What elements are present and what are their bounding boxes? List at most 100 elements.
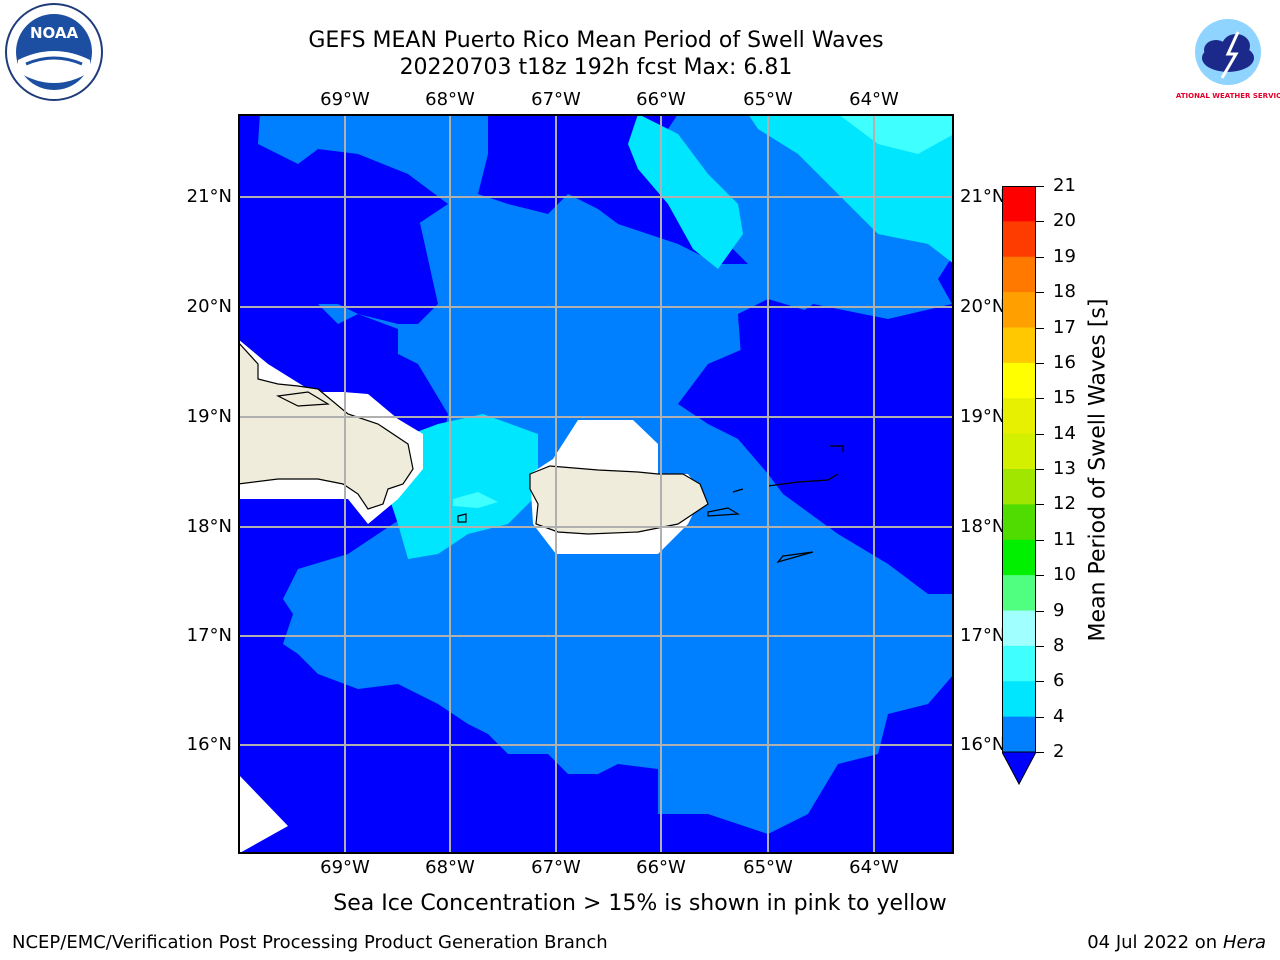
lon-label-bottom: 64°W bbox=[849, 857, 899, 878]
colorbar-tick-label: 12 bbox=[1053, 493, 1076, 515]
lon-label-top: 65°W bbox=[743, 89, 793, 110]
lat-label-right: 16°N bbox=[960, 734, 1006, 755]
lat-label-left: 21°N bbox=[186, 186, 232, 207]
lat-label-left: 18°N bbox=[186, 516, 232, 537]
colorbar-tick-mark bbox=[1036, 504, 1044, 506]
colorbar-segment bbox=[1002, 256, 1036, 293]
colorbar-segment bbox=[1002, 610, 1036, 647]
lon-label-top: 64°W bbox=[849, 89, 899, 110]
colorbar-segment bbox=[1002, 645, 1036, 682]
colorbar-label: Mean Period of Swell Waves [s] bbox=[1085, 298, 1111, 642]
puerto-rico-land bbox=[529, 465, 709, 535]
lon-label-bottom: 67°W bbox=[531, 857, 581, 878]
colorbar-segment bbox=[1002, 221, 1036, 258]
colorbar-tick-label: 11 bbox=[1053, 528, 1076, 550]
colorbar-tick-mark bbox=[1036, 539, 1044, 541]
colorbar-tick-mark bbox=[1036, 610, 1044, 612]
swell-period-band-6-8 bbox=[388, 414, 538, 559]
lat-label-right: 20°N bbox=[960, 296, 1006, 317]
colorbar-tick-label: 15 bbox=[1053, 387, 1076, 409]
lat-label-left: 20°N bbox=[186, 296, 232, 317]
no-data-area bbox=[238, 774, 288, 854]
colorbar-tick-mark bbox=[1036, 645, 1044, 647]
colorbar-tick-mark bbox=[1036, 256, 1044, 258]
lon-label-bottom: 69°W bbox=[320, 857, 370, 878]
colorbar-tick-label: 13 bbox=[1053, 458, 1076, 479]
hispaniola-land bbox=[238, 341, 414, 510]
colorbar-segment bbox=[1002, 575, 1036, 611]
colorbar-tick-label: 17 bbox=[1053, 316, 1076, 338]
colorbar-tick-mark bbox=[1036, 681, 1044, 683]
lon-label-top: 69°W bbox=[320, 89, 370, 110]
colorbar-segment bbox=[1002, 398, 1036, 435]
colorbar-tick-label: 14 bbox=[1053, 422, 1076, 444]
colorbar-extension bbox=[1002, 751, 1036, 786]
swell-period-band-6-8 bbox=[838, 114, 954, 154]
colorbar-tick-mark bbox=[1036, 292, 1044, 294]
swell-period-map bbox=[238, 114, 954, 854]
nws-logo: NATIONAL WEATHER SERVICE bbox=[1176, 5, 1280, 100]
colorbar-segment bbox=[1002, 716, 1036, 753]
noaa-logo-text: NOAA bbox=[30, 24, 79, 42]
lon-label-top: 68°W bbox=[425, 89, 475, 110]
lat-label-left: 16°N bbox=[186, 734, 232, 755]
swell-period-band-6-8 bbox=[453, 492, 498, 508]
hispaniola-land bbox=[275, 391, 330, 407]
colorbar-tick-label: 20 bbox=[1053, 210, 1076, 232]
noaa-logo: NOAA bbox=[5, 3, 103, 101]
colorbar-segment bbox=[1002, 504, 1036, 541]
lat-label-left: 19°N bbox=[186, 406, 232, 427]
colorbar-tick-label: 6 bbox=[1053, 670, 1065, 692]
colorbar-segment bbox=[1002, 681, 1036, 718]
lon-label-bottom: 65°W bbox=[743, 857, 793, 878]
lon-label-top: 66°W bbox=[636, 89, 686, 110]
colorbar-segment bbox=[1002, 292, 1036, 328]
colorbar-tick-label: 16 bbox=[1053, 351, 1076, 373]
swell-period-band-4-6 bbox=[238, 184, 438, 324]
colorbar-tick-mark bbox=[1036, 433, 1044, 435]
chart-subtitle: 20220703 t18z 192h fcst Max: 6.81 bbox=[399, 55, 793, 80]
lon-label-bottom: 66°W bbox=[636, 857, 686, 878]
colorbar-tick-mark bbox=[1036, 327, 1044, 329]
nws-logo-text: NATIONAL WEATHER SERVICE bbox=[1176, 92, 1280, 100]
lat-label-left: 17°N bbox=[186, 625, 232, 646]
colorbar-tick-label: 2 bbox=[1053, 741, 1065, 762]
map-gridlines bbox=[238, 114, 954, 854]
swell-period-band-4-6 bbox=[738, 299, 954, 524]
colorbar-tick-label: 10 bbox=[1053, 564, 1076, 586]
colorbar-tick-label: 19 bbox=[1053, 245, 1076, 267]
colorbar-tick-mark bbox=[1036, 752, 1044, 753]
colorbar bbox=[1002, 186, 1036, 786]
chart-title: GEFS MEAN Puerto Rico Mean Period of Swe… bbox=[308, 28, 884, 53]
colorbar-segment bbox=[1002, 327, 1036, 364]
swell-period-band-6-8 bbox=[628, 114, 743, 269]
date-text: 04 Jul 2022 on Hera bbox=[1087, 932, 1266, 953]
colorbar-tick-label: 9 bbox=[1053, 599, 1065, 621]
colorbar-segment bbox=[1002, 362, 1036, 399]
colorbar-tick-label: 18 bbox=[1053, 281, 1076, 303]
colorbar-tick-mark bbox=[1036, 362, 1044, 364]
sea-ice-note: Sea Ice Concentration > 15% is shown in … bbox=[333, 891, 947, 916]
colorbar-segment bbox=[1002, 186, 1036, 222]
colorbar-segment bbox=[1002, 469, 1036, 505]
credit-text: NCEP/EMC/Verification Post Processing Pr… bbox=[12, 932, 608, 953]
map-frame bbox=[238, 114, 954, 854]
colorbar-tick-label: 4 bbox=[1053, 705, 1065, 727]
date-value: 04 Jul 2022 on bbox=[1087, 932, 1223, 953]
colorbar-frame bbox=[1002, 186, 1036, 753]
colorbar-tick-mark bbox=[1036, 716, 1044, 718]
lon-label-bottom: 68°W bbox=[425, 857, 475, 878]
colorbar-tick-mark bbox=[1036, 221, 1044, 223]
host-name: Hera bbox=[1222, 932, 1266, 953]
lat-label-right: 18°N bbox=[960, 516, 1006, 537]
colorbar-segment bbox=[1002, 433, 1036, 470]
colorbar-tick-mark bbox=[1036, 469, 1044, 470]
colorbar-segment bbox=[1002, 539, 1036, 576]
colorbar-tick-mark bbox=[1036, 575, 1044, 577]
virgin-islands bbox=[457, 445, 844, 564]
colorbar-tick-mark bbox=[1036, 186, 1044, 187]
lat-label-right: 19°N bbox=[960, 406, 1006, 427]
lat-label-right: 21°N bbox=[960, 186, 1006, 207]
colorbar-tick-label: 21 bbox=[1053, 175, 1076, 196]
swell-period-band-6-8 bbox=[748, 114, 954, 264]
